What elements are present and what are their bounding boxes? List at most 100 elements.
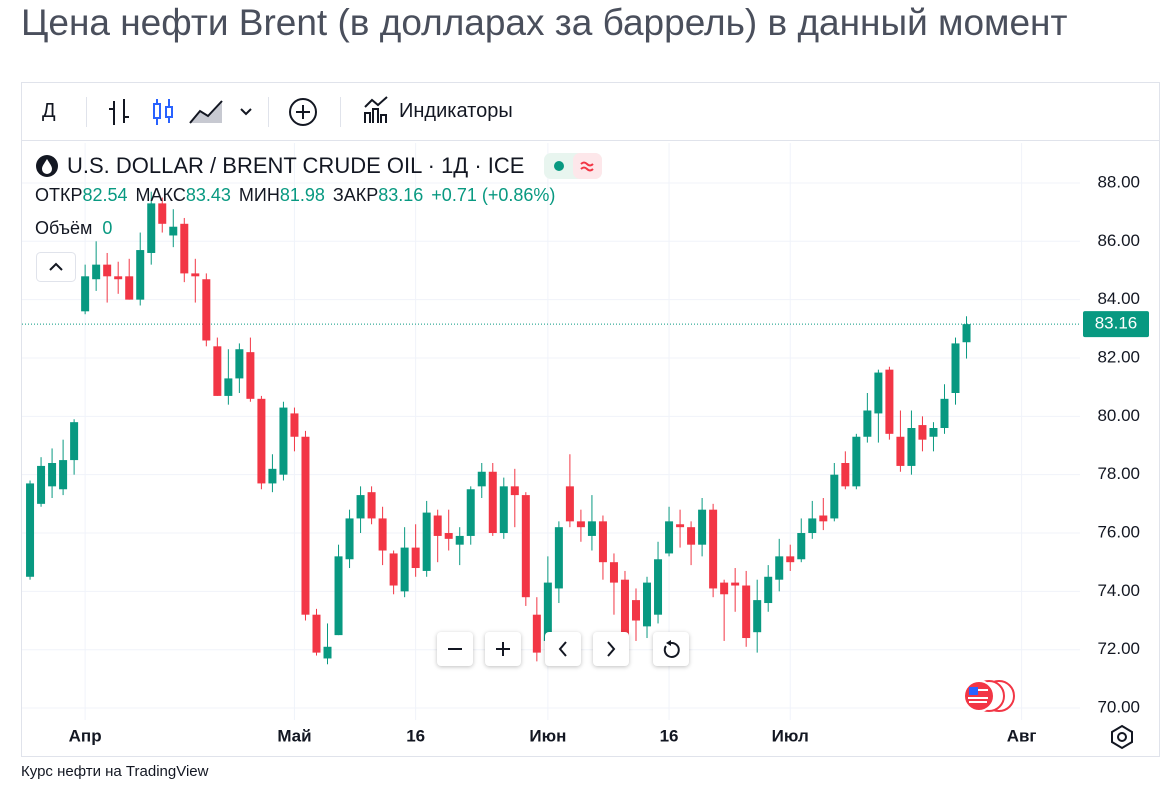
- x-tick-label: Июл: [772, 726, 809, 745]
- candle-body: [918, 425, 927, 440]
- candle-body: [841, 463, 850, 487]
- chart-widget: [21, 82, 1160, 757]
- collapse-legend-button[interactable]: [36, 252, 76, 282]
- y-tick-label: 84.00: [1097, 289, 1140, 308]
- close-value: 83.16: [378, 185, 424, 205]
- indicators-button[interactable]: Индикаторы: [399, 100, 513, 122]
- indicators-icon[interactable]: [362, 83, 390, 140]
- candle-body: [863, 410, 872, 437]
- open-value: 82.54: [82, 185, 128, 205]
- x-tick-label: Апр: [69, 726, 102, 745]
- candle-body: [764, 576, 773, 604]
- close-label: ЗАКР: [332, 185, 379, 205]
- candle-body: [290, 413, 299, 437]
- reset-button[interactable]: [653, 632, 689, 666]
- candle-body: [907, 427, 916, 466]
- candle-body: [422, 512, 431, 571]
- candle-body: [709, 509, 718, 589]
- candle-body: [521, 495, 530, 598]
- candle-body: [136, 250, 145, 300]
- symbol-title: U.S. DOLLAR / BRENT CRUDE OIL · 1Д · ICE: [67, 153, 525, 178]
- candle-body: [378, 518, 387, 551]
- candle-body: [257, 398, 266, 484]
- candle-body: [92, 264, 101, 280]
- y-tick-label: 76.00: [1097, 522, 1140, 541]
- candle-body: [940, 398, 949, 428]
- candle-body: [499, 486, 508, 534]
- y-tick-label: 82.00: [1097, 347, 1140, 366]
- candle-body: [631, 600, 640, 621]
- y-tick-label: 80.00: [1097, 406, 1140, 425]
- zoom-out-button[interactable]: [437, 632, 473, 666]
- candle-body: [565, 486, 574, 522]
- x-tick-label: Май: [277, 726, 311, 745]
- compare-button[interactable]: [288, 83, 318, 140]
- y-tick-label: 78.00: [1097, 464, 1140, 483]
- candle-body: [852, 436, 861, 487]
- candle-body: [687, 527, 696, 545]
- y-tick-label: 72.00: [1097, 639, 1140, 658]
- scroll-right-button[interactable]: [593, 632, 629, 666]
- candle-body: [477, 471, 486, 487]
- x-tick-label: 16: [406, 726, 425, 745]
- candle-body: [830, 474, 839, 519]
- open-label: ОТКР: [35, 185, 83, 205]
- candle-body: [103, 264, 112, 277]
- candle-body: [786, 556, 795, 563]
- candle-body: [279, 407, 288, 475]
- candle-body: [874, 372, 883, 414]
- zoom-in-button[interactable]: [485, 632, 521, 666]
- settings-button[interactable]: [1109, 724, 1135, 750]
- candle-body: [202, 279, 211, 341]
- interval-button[interactable]: Д: [42, 100, 56, 122]
- candle-body: [246, 352, 255, 399]
- candle-body: [411, 547, 420, 569]
- volume-value: 0: [102, 218, 113, 238]
- candle-body: [720, 582, 729, 595]
- candle-body: [654, 559, 663, 615]
- candle-body: [609, 562, 618, 583]
- candle-body: [26, 483, 35, 577]
- candle-body: [59, 460, 68, 490]
- candle-body: [433, 515, 442, 536]
- candle-body: [819, 515, 828, 522]
- candle-body: [400, 547, 409, 592]
- scroll-left-button[interactable]: [545, 632, 581, 666]
- footer-link[interactable]: Курс нефти на TradingView: [21, 763, 209, 780]
- price-label-box: [1083, 311, 1149, 338]
- candle-body: [37, 465, 46, 504]
- change-value: +0.71 (+0.86%): [431, 185, 556, 205]
- candle-body: [742, 585, 751, 639]
- chart-type-dropdown[interactable]: [238, 83, 254, 140]
- candle-body: [543, 582, 552, 641]
- y-tick-label: 74.00: [1097, 581, 1140, 600]
- candle-body: [147, 203, 156, 253]
- events-flags[interactable]: [960, 678, 1018, 714]
- candle-body: [962, 324, 971, 343]
- separator: [340, 97, 341, 127]
- candle-body: [808, 518, 817, 534]
- candle-body: [169, 226, 178, 236]
- area-icon[interactable]: [188, 83, 228, 140]
- volume-row: Объём 0: [35, 218, 112, 239]
- candle-body: [466, 489, 475, 536]
- candle-body: [323, 646, 332, 659]
- candle-body: [929, 427, 938, 437]
- high-label: МАКС: [135, 185, 186, 205]
- symbol-icon: [36, 155, 58, 177]
- candle-body: [797, 533, 806, 560]
- candle-body: [235, 349, 244, 379]
- candle-body: [356, 495, 365, 519]
- candle-body: [698, 509, 707, 545]
- candle-body: [114, 276, 123, 280]
- candle-body: [301, 436, 310, 615]
- candle-body: [48, 463, 57, 487]
- candle-body: [125, 276, 134, 300]
- bars-icon[interactable]: [106, 83, 132, 140]
- candles-icon[interactable]: [150, 83, 176, 140]
- candle-body: [896, 436, 905, 466]
- candle-body: [180, 223, 189, 274]
- x-tick-label: 16: [660, 726, 679, 745]
